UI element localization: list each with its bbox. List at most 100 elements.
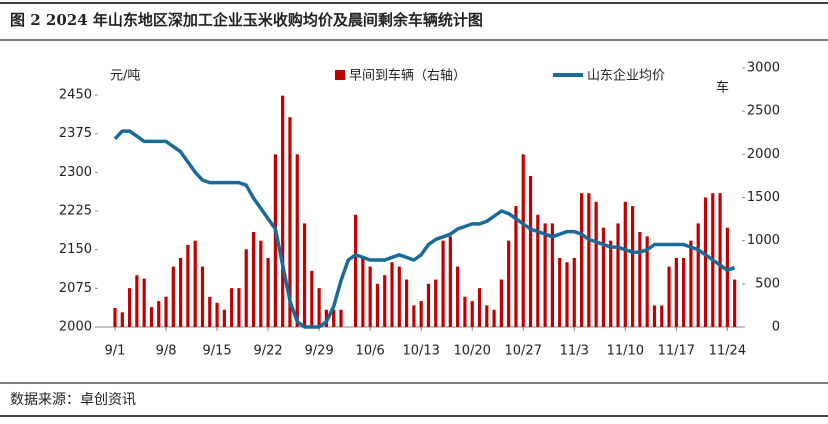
legend-label: 早间到车辆（右轴）	[349, 68, 466, 84]
bar	[565, 262, 569, 327]
bar	[507, 240, 511, 327]
y-tick-label: 2450	[59, 88, 92, 103]
bar	[499, 279, 503, 327]
x-tick-label: 9/22	[253, 344, 282, 359]
bar	[630, 206, 635, 327]
bar	[288, 117, 292, 328]
bar	[361, 257, 365, 327]
bar	[419, 301, 423, 327]
y2-tick-label: 1000	[747, 233, 780, 248]
bar	[310, 270, 314, 327]
x-tick-label: 9/1	[105, 344, 126, 359]
bar	[689, 240, 693, 327]
x-tick-label: 11/10	[607, 344, 644, 359]
bar	[113, 308, 117, 327]
bar	[572, 257, 576, 327]
bar	[550, 223, 554, 327]
bar	[733, 279, 737, 327]
bar	[149, 307, 154, 327]
bar	[703, 197, 708, 327]
line	[113, 129, 736, 329]
y2-tick-label: 500	[755, 276, 780, 291]
bar	[725, 227, 729, 327]
bar	[237, 288, 241, 327]
bar	[120, 312, 124, 327]
bar	[244, 249, 248, 327]
bar	[142, 278, 146, 327]
x-tick-label: 9/29	[305, 344, 334, 359]
bar	[332, 309, 336, 327]
bar	[434, 279, 438, 327]
x-tick-label: 10/27	[505, 344, 542, 359]
x-tick-label: 10/6	[356, 344, 385, 359]
bar	[208, 296, 212, 327]
y2-tick-label: 1500	[747, 190, 780, 205]
y2-tick-label: 2000	[747, 147, 780, 162]
bar	[164, 296, 168, 327]
y-axis-label: 元/吨	[110, 69, 140, 84]
bar	[397, 266, 401, 327]
bar	[682, 257, 686, 327]
x-tick-label: 11/17	[658, 344, 695, 359]
chart-title: 图 2 2024 年山东地区深加工企业玉米收购均价及晨间剩余车辆统计图	[10, 11, 483, 29]
bar	[558, 257, 562, 327]
bar	[521, 154, 525, 327]
bar	[587, 193, 591, 327]
bar	[222, 309, 226, 327]
bar	[448, 236, 452, 327]
bar	[441, 240, 445, 327]
bar	[528, 175, 533, 327]
bar	[215, 302, 219, 327]
bar	[259, 240, 263, 327]
bar	[718, 193, 722, 327]
bar	[368, 266, 372, 327]
bar	[492, 309, 496, 327]
legend-label: 山东企业均价	[587, 68, 665, 84]
y2-tick-label: 3000	[747, 61, 780, 76]
bar	[339, 309, 343, 327]
bar	[638, 232, 642, 327]
y-tick-label: 2075	[59, 281, 92, 296]
bar	[273, 154, 277, 327]
bar	[616, 223, 620, 327]
bar	[456, 266, 460, 327]
bar	[317, 288, 321, 327]
bar	[543, 223, 547, 327]
bar	[230, 288, 234, 327]
y-tick-label: 2375	[59, 126, 92, 141]
bar	[660, 305, 664, 327]
bar	[281, 95, 285, 327]
x-tick-label: 10/20	[453, 344, 490, 359]
bar	[696, 223, 700, 327]
bar	[383, 275, 387, 327]
bar	[171, 266, 175, 327]
legend-swatch	[335, 70, 345, 80]
bar	[426, 283, 431, 327]
bar	[477, 288, 482, 327]
bar	[579, 193, 584, 327]
y2-axis-label: 车	[716, 80, 729, 96]
y-tick-label: 2000	[59, 320, 92, 335]
bar	[353, 214, 358, 327]
bar	[674, 257, 678, 327]
y-tick-label: 2150	[59, 242, 92, 257]
bar	[200, 266, 205, 327]
x-tick-label: 10/13	[402, 344, 439, 359]
bar	[251, 232, 256, 327]
bar	[601, 227, 606, 327]
bar	[412, 305, 416, 327]
x-tick-label: 11/24	[709, 344, 746, 359]
x-tick-label: 9/15	[202, 344, 231, 359]
source: 数据来源：卓创资讯	[10, 392, 136, 408]
bar	[179, 257, 183, 327]
bar	[594, 201, 598, 327]
bar	[127, 288, 132, 327]
bar	[193, 240, 197, 327]
bar	[485, 305, 489, 327]
bar	[135, 275, 139, 327]
x-tick-label: 9/8	[156, 344, 177, 359]
bar	[157, 301, 161, 327]
bar	[645, 236, 649, 327]
bar	[470, 301, 474, 327]
